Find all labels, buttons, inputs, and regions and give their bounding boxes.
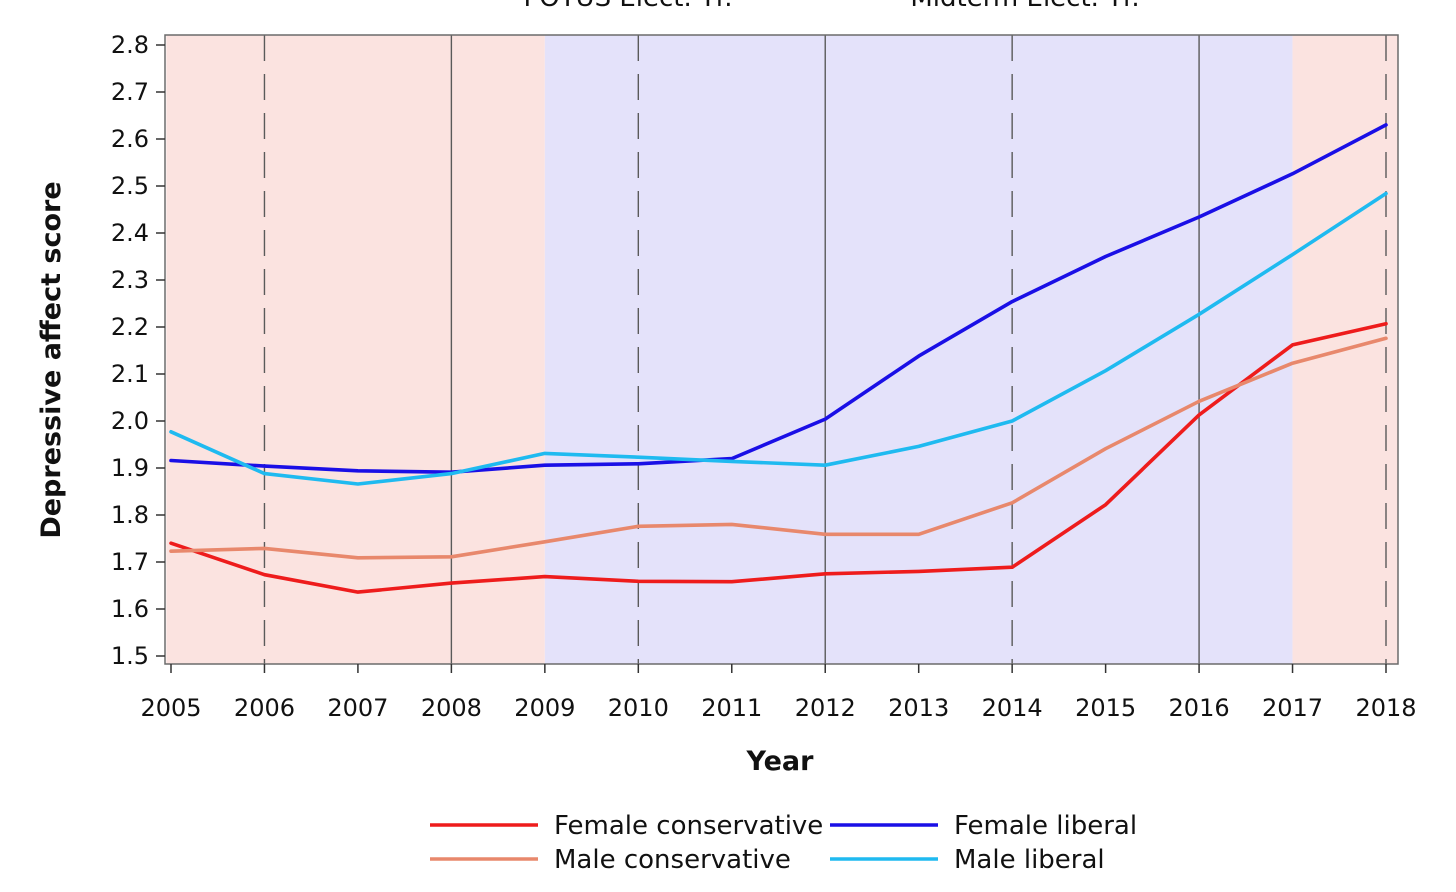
x-tick-label: 2015 xyxy=(1075,694,1136,722)
background-band-0 xyxy=(166,35,545,664)
y-tick-label: 2.6 xyxy=(111,125,149,153)
x-tick-label: 2018 xyxy=(1355,694,1416,722)
x-tick-label: 2012 xyxy=(795,694,856,722)
legend-label-male-conservative: Male conservative xyxy=(554,845,791,875)
x-tick-label: 2011 xyxy=(701,694,762,722)
x-tick-label: 2016 xyxy=(1169,694,1230,722)
x-tick-label: 2014 xyxy=(982,694,1043,722)
x-tick-label: 2008 xyxy=(421,694,482,722)
midterm-election-year-label: Midterm Elect. Yr. xyxy=(910,0,1139,13)
y-tick-label: 2.4 xyxy=(111,219,149,247)
y-tick-label: 2.5 xyxy=(111,172,149,200)
y-axis-title: Depressive affect score xyxy=(36,181,67,538)
y-tick-label: 2.3 xyxy=(111,266,149,294)
x-tick-label: 2007 xyxy=(327,694,388,722)
y-tick-label: 1.9 xyxy=(111,454,149,482)
y-tick-label: 2.8 xyxy=(111,31,149,59)
x-tick-label: 2009 xyxy=(514,694,575,722)
legend-label-female-conservative: Female conservative xyxy=(554,811,823,841)
y-tick-label: 2.7 xyxy=(111,78,149,106)
x-tick-label: 2006 xyxy=(234,694,295,722)
x-tick-label: 2010 xyxy=(608,694,669,722)
y-tick-label: 1.6 xyxy=(111,595,149,623)
y-tick-label: 2.1 xyxy=(111,360,149,388)
legend-label-male-liberal: Male liberal xyxy=(954,845,1105,875)
y-tick-label: 2.2 xyxy=(111,313,149,341)
plot-frame xyxy=(164,34,1399,665)
y-tick-label: 1.8 xyxy=(111,501,149,529)
series-line-female-liberal xyxy=(169,123,1388,475)
x-axis-title: Year xyxy=(746,746,815,777)
y-tick-label: 1.5 xyxy=(111,642,149,670)
series-line-male-conservative xyxy=(169,336,1388,560)
x-tick-label: 2017 xyxy=(1262,694,1323,722)
background-band-1 xyxy=(544,35,1293,664)
potus-election-year-label: POTUS Elect. Yr. xyxy=(524,0,733,13)
series-line-male-liberal xyxy=(169,191,1388,486)
y-tick-label: 1.7 xyxy=(111,548,149,576)
y-tick-label: 2.0 xyxy=(111,407,149,435)
series-line-female-conservative xyxy=(169,321,1388,594)
x-tick-label: 2013 xyxy=(888,694,949,722)
legend-label-female-liberal: Female liberal xyxy=(954,811,1137,841)
x-tick-label: 2005 xyxy=(140,694,201,722)
